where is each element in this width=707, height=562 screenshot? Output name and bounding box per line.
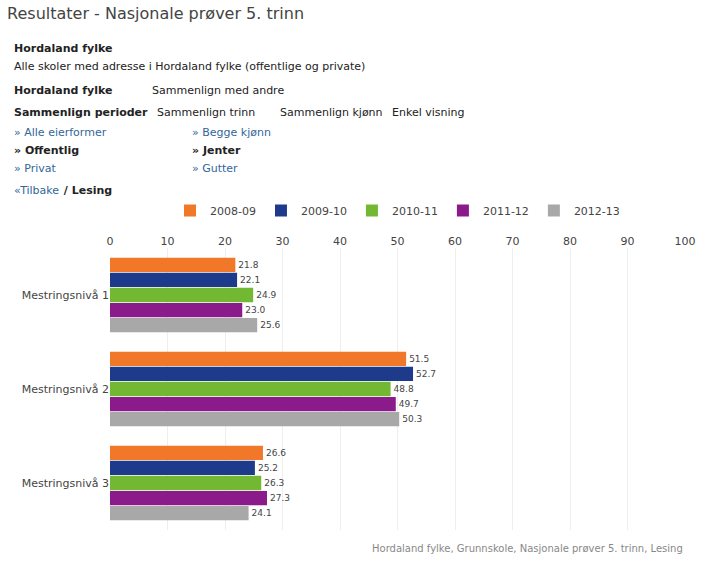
svg-text:0: 0 xyxy=(107,235,114,248)
svg-text:» Jenter: » Jenter xyxy=(192,144,241,157)
svg-text:Enkel visning: Enkel visning xyxy=(392,106,465,119)
svg-text:21.8: 21.8 xyxy=(238,260,258,270)
svg-text:» Privat: » Privat xyxy=(14,162,56,175)
svg-text:Sammenlign kjønn: Sammenlign kjønn xyxy=(280,106,383,119)
svg-text:49.7: 49.7 xyxy=(399,399,419,409)
svg-text:2009-10: 2009-10 xyxy=(301,205,347,218)
svg-text:50.3: 50.3 xyxy=(402,414,422,424)
svg-text:2011-12: 2011-12 xyxy=(483,205,529,218)
svg-text:20: 20 xyxy=(218,235,232,248)
svg-text:52.7: 52.7 xyxy=(416,369,436,379)
svg-text:2008-09: 2008-09 xyxy=(210,205,256,218)
svg-text:» Begge kjønn: » Begge kjønn xyxy=(192,126,271,139)
svg-text:2012-13: 2012-13 xyxy=(574,205,620,218)
svg-text:25.2: 25.2 xyxy=(258,463,278,473)
svg-text:» Alle eierformer: » Alle eierformer xyxy=(14,126,107,139)
svg-text:24.1: 24.1 xyxy=(252,508,272,518)
svg-text:100: 100 xyxy=(675,235,696,248)
svg-text:10: 10 xyxy=(161,235,175,248)
svg-text:» Offentlig: » Offentlig xyxy=(14,144,79,157)
svg-text:Sammenlign perioder: Sammenlign perioder xyxy=(14,106,148,119)
svg-text:Mestringsnivå 2: Mestringsnivå 2 xyxy=(22,383,109,396)
svg-text:Mestringsnivå 1: Mestringsnivå 1 xyxy=(22,289,109,302)
svg-text:«Tilbake: «Tilbake xyxy=(14,184,59,197)
svg-text:Sammenlign trinn: Sammenlign trinn xyxy=(157,106,255,119)
svg-text:90: 90 xyxy=(621,235,635,248)
svg-text:Sammenlign med andre: Sammenlign med andre xyxy=(152,84,284,97)
svg-text:/ Lesing: / Lesing xyxy=(60,184,112,197)
svg-text:26.6: 26.6 xyxy=(266,448,286,458)
svg-text:» Gutter: » Gutter xyxy=(192,162,238,175)
svg-text:Hordaland fylke: Hordaland fylke xyxy=(14,84,112,97)
svg-text:Hordaland fylke: Hordaland fylke xyxy=(14,42,112,55)
svg-text:2010-11: 2010-11 xyxy=(392,205,438,218)
svg-text:25.6: 25.6 xyxy=(260,320,280,330)
svg-text:27.3: 27.3 xyxy=(270,493,290,503)
svg-text:30: 30 xyxy=(276,235,290,248)
svg-text:51.5: 51.5 xyxy=(409,354,429,364)
svg-text:26.3: 26.3 xyxy=(264,478,284,488)
svg-text:50: 50 xyxy=(391,235,405,248)
svg-text:80: 80 xyxy=(563,235,577,248)
svg-text:60: 60 xyxy=(448,235,462,248)
svg-text:Alle skoler med adresse i Hord: Alle skoler med adresse i Hordaland fylk… xyxy=(14,60,365,73)
svg-text:Mestringsnivå 3: Mestringsnivå 3 xyxy=(22,477,109,490)
svg-text:70: 70 xyxy=(506,235,520,248)
svg-text:23.0: 23.0 xyxy=(245,305,265,315)
svg-text:48.8: 48.8 xyxy=(394,384,414,394)
svg-text:22.1: 22.1 xyxy=(240,275,260,285)
svg-text:Hordaland fylke, Grunnskole, N: Hordaland fylke, Grunnskole, Nasjonale p… xyxy=(372,543,683,554)
svg-text:40: 40 xyxy=(333,235,347,248)
svg-text:24.9: 24.9 xyxy=(256,290,276,300)
svg-text:Resultater - Nasjonale prøver: Resultater - Nasjonale prøver 5. trinn xyxy=(7,4,304,23)
